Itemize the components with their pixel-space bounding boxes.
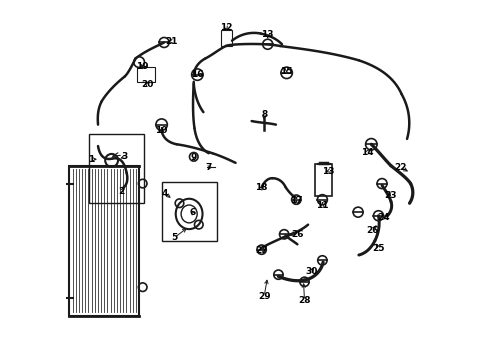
Text: 9: 9 — [190, 153, 197, 162]
Text: 18: 18 — [255, 183, 267, 192]
Text: 8: 8 — [261, 111, 267, 120]
Text: 3: 3 — [122, 152, 128, 161]
Text: 13: 13 — [322, 167, 334, 176]
Text: 29: 29 — [257, 292, 270, 301]
Text: 20: 20 — [141, 80, 153, 89]
Text: 5: 5 — [171, 233, 177, 242]
Text: 11: 11 — [315, 201, 328, 210]
Text: 24: 24 — [376, 213, 388, 222]
Text: 6: 6 — [189, 208, 195, 217]
Text: 21: 21 — [164, 37, 177, 46]
Text: 27: 27 — [255, 246, 267, 255]
Text: 12: 12 — [219, 23, 232, 32]
Text: 4: 4 — [162, 189, 168, 198]
Text: 16: 16 — [191, 70, 203, 79]
Text: 19: 19 — [136, 62, 149, 71]
Text: 30: 30 — [305, 267, 317, 276]
Text: 23: 23 — [383, 190, 396, 199]
Text: 2: 2 — [118, 187, 124, 196]
Bar — [137, 67, 155, 82]
Bar — [69, 166, 139, 316]
Text: 10: 10 — [155, 126, 167, 135]
Text: 26: 26 — [366, 226, 378, 235]
Bar — [89, 134, 144, 203]
Bar — [221, 30, 231, 46]
Text: 1: 1 — [88, 155, 95, 164]
Text: 17: 17 — [289, 196, 302, 205]
Bar — [162, 182, 217, 241]
Text: 26: 26 — [290, 230, 303, 239]
Text: 13: 13 — [261, 30, 273, 39]
Text: 14: 14 — [361, 148, 373, 157]
Text: 28: 28 — [298, 296, 310, 305]
Text: 7: 7 — [204, 163, 211, 172]
Text: 15: 15 — [280, 67, 292, 76]
Text: 22: 22 — [394, 163, 407, 172]
Bar — [315, 164, 332, 196]
Text: 25: 25 — [371, 244, 384, 253]
